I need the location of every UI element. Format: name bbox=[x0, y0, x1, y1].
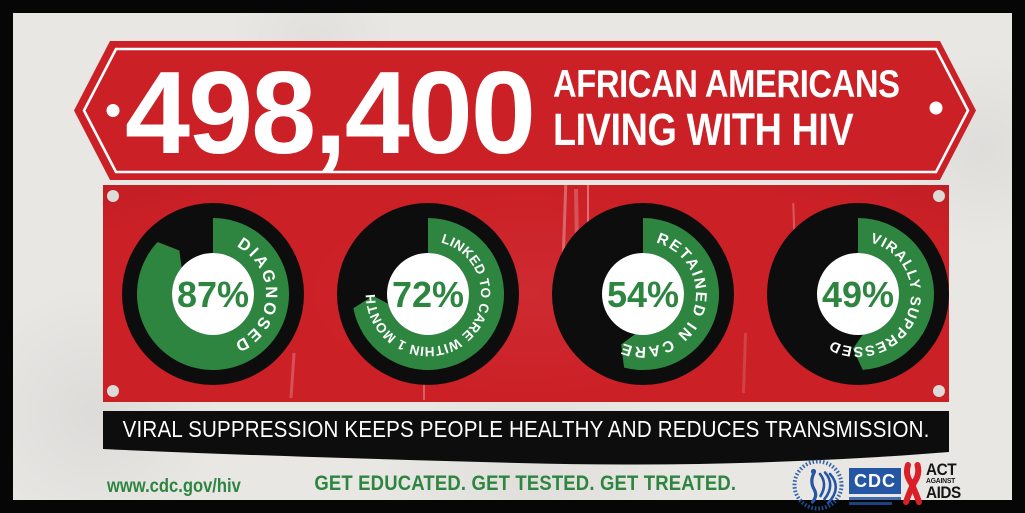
rivet-top-right bbox=[933, 190, 945, 202]
eagle-wing1-icon bbox=[818, 472, 826, 498]
cdc-logo: CDC bbox=[849, 468, 901, 505]
headline-line1: AFRICAN AMERICANS bbox=[553, 63, 900, 106]
donut-value: 72% bbox=[392, 274, 464, 315]
headline-number: 498,400 bbox=[125, 47, 536, 178]
act-line2: AGAINST bbox=[926, 476, 956, 485]
cdc-url: www.cdc.gov/hiv bbox=[107, 475, 241, 497]
donut-center bbox=[172, 253, 254, 335]
headline-banner-shape bbox=[74, 41, 976, 180]
tagline: GET EDUCATED. GET TESTED. GET TREATED. bbox=[314, 471, 737, 495]
donut-value: 54% bbox=[607, 274, 679, 315]
donut-chart-diagnosed: DIAGNOSED 87% bbox=[118, 199, 308, 389]
donut-green-arc bbox=[852, 218, 934, 370]
donut-chart-virally-suppressed: VIRALLY SUPPRESSED 49% bbox=[763, 199, 953, 389]
act-logo-text: ACT AGAINST AIDS bbox=[926, 460, 961, 502]
background: 498,400 AFRICAN AMERICANS LIVING WITH HI… bbox=[13, 13, 1012, 511]
message-ribbon-shape bbox=[103, 411, 949, 465]
rivet-bottom-left bbox=[107, 385, 119, 397]
act-against-aids-logo: ACT AGAINST AIDS bbox=[902, 460, 965, 508]
donut-chart-retained-in-care: RETAINED IN CARE 54% bbox=[548, 199, 738, 389]
cdc-logo-text: CDC bbox=[849, 468, 901, 494]
eagle-wing2-icon bbox=[823, 471, 832, 501]
cdc-logo-smalltext-bar bbox=[849, 497, 901, 500]
headline-text: AFRICAN AMERICANS LIVING WITH HIV bbox=[553, 64, 966, 153]
ribbon-text: VIRAL SUPPRESSION KEEPS PEOPLE HEALTHY A… bbox=[122, 416, 930, 442]
donut-center bbox=[602, 253, 684, 335]
banner-left-dot bbox=[106, 104, 120, 117]
red-ribbon-icon bbox=[903, 462, 922, 505]
eagle-body-icon bbox=[810, 471, 818, 504]
eagle-wing3-icon bbox=[826, 472, 838, 505]
donut-center bbox=[387, 253, 469, 335]
donut-value: 49% bbox=[822, 274, 894, 315]
tagline-row: GET EDUCATED. GET TESTED. GET TREATED. bbox=[13, 471, 1025, 496]
donut-panel: DIAGNOSED 87% LINKED TO CARE WITHIN 1 MON… bbox=[103, 184, 949, 402]
donut-chart-linked-to-care: LINKED TO CARE WITHIN 1 MONTH 72% bbox=[333, 199, 523, 389]
banner-right-dot bbox=[929, 101, 943, 115]
act-line1: ACT bbox=[926, 460, 957, 479]
cdc-logo-smalltext-bar2 bbox=[849, 502, 892, 505]
headline-line2: LIVING WITH HIV bbox=[553, 104, 854, 155]
donut-center bbox=[817, 253, 899, 335]
message-ribbon: VIRAL SUPPRESSION KEEPS PEOPLE HEALTHY A… bbox=[103, 412, 949, 447]
rivet-bottom-right bbox=[933, 385, 945, 397]
donut-value: 87% bbox=[177, 274, 249, 315]
donut-green-arc bbox=[136, 218, 289, 370]
donut-green-arc bbox=[621, 218, 720, 370]
hhs-seal-logo bbox=[792, 459, 844, 511]
rivet-top-left bbox=[107, 190, 119, 202]
act-line3: AIDS bbox=[926, 483, 961, 502]
donut-green-arc bbox=[353, 218, 505, 370]
